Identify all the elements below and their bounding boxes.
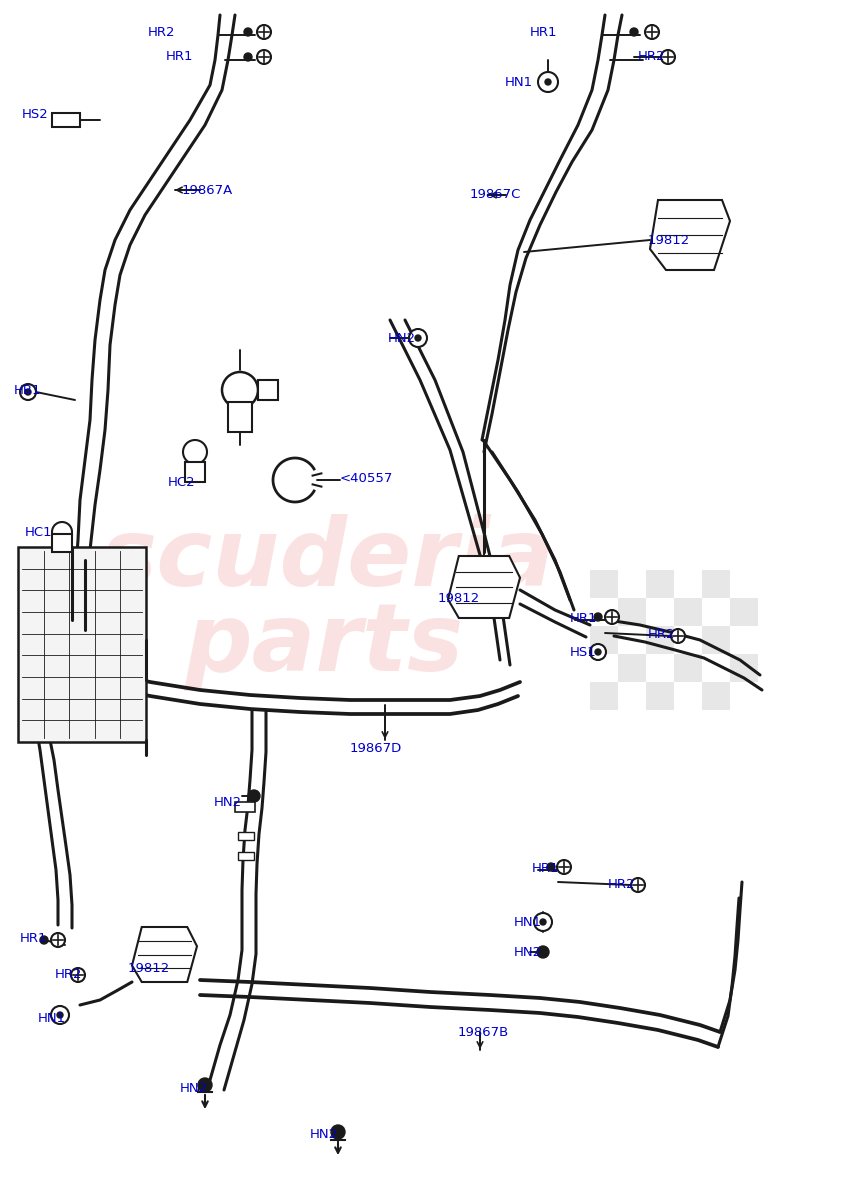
Text: HC2: HC2 — [168, 475, 195, 488]
Text: parts: parts — [185, 599, 464, 691]
Text: HR2: HR2 — [55, 968, 83, 982]
Bar — [590, 682, 618, 710]
Circle shape — [547, 863, 555, 871]
Text: HN2: HN2 — [310, 1128, 338, 1141]
Text: 19812: 19812 — [648, 234, 691, 246]
Bar — [235, 802, 255, 812]
Circle shape — [52, 522, 72, 542]
Text: HS2: HS2 — [22, 108, 49, 121]
Circle shape — [557, 860, 571, 874]
Text: HR2: HR2 — [648, 628, 676, 641]
Text: HR1: HR1 — [20, 931, 47, 944]
Circle shape — [409, 329, 427, 347]
Text: HR2: HR2 — [638, 50, 666, 64]
Circle shape — [630, 28, 638, 36]
Bar — [646, 682, 674, 710]
Bar — [618, 654, 646, 682]
Bar — [238, 832, 254, 840]
Circle shape — [534, 913, 552, 931]
Circle shape — [183, 440, 207, 464]
Bar — [52, 113, 80, 127]
Text: HN1: HN1 — [505, 76, 533, 89]
Text: HN1: HN1 — [38, 1012, 66, 1025]
Bar — [702, 570, 730, 598]
Circle shape — [545, 79, 551, 85]
Bar — [730, 654, 758, 682]
Circle shape — [57, 1012, 63, 1018]
Bar — [702, 626, 730, 654]
Bar — [228, 402, 252, 432]
Bar — [258, 380, 278, 400]
Circle shape — [537, 946, 549, 958]
Circle shape — [20, 384, 36, 400]
Circle shape — [594, 613, 602, 622]
Circle shape — [671, 629, 685, 643]
Text: HN2: HN2 — [514, 946, 542, 959]
Circle shape — [257, 25, 271, 38]
Polygon shape — [650, 200, 730, 270]
Circle shape — [590, 644, 606, 660]
Text: 19812: 19812 — [438, 592, 480, 605]
Bar — [674, 598, 702, 626]
Bar — [52, 534, 72, 552]
Circle shape — [645, 25, 659, 38]
Text: HN1: HN1 — [514, 916, 542, 929]
Circle shape — [258, 380, 278, 400]
Circle shape — [244, 28, 252, 36]
Text: HN2: HN2 — [180, 1081, 208, 1094]
Text: HR1: HR1 — [166, 50, 194, 64]
Bar — [730, 598, 758, 626]
Circle shape — [40, 936, 48, 944]
Circle shape — [51, 1006, 69, 1024]
Text: HR1: HR1 — [570, 612, 598, 624]
Text: HR1: HR1 — [532, 862, 560, 875]
Circle shape — [248, 790, 260, 802]
Circle shape — [415, 335, 421, 341]
Polygon shape — [448, 556, 520, 618]
Bar — [18, 547, 146, 742]
Circle shape — [25, 389, 31, 395]
Bar — [702, 682, 730, 710]
Circle shape — [51, 934, 65, 947]
Circle shape — [631, 878, 645, 892]
Bar — [646, 570, 674, 598]
Text: HC1: HC1 — [25, 526, 53, 539]
Circle shape — [331, 1126, 345, 1139]
Bar — [590, 570, 618, 598]
Bar — [238, 852, 254, 860]
Text: 19867A: 19867A — [182, 184, 233, 197]
Text: HB1: HB1 — [14, 384, 41, 396]
Text: HR2: HR2 — [148, 25, 176, 38]
Bar — [590, 626, 618, 654]
Circle shape — [661, 50, 675, 64]
Text: scuderia: scuderia — [100, 514, 554, 606]
Text: 19867C: 19867C — [470, 188, 522, 202]
Text: 19812: 19812 — [128, 961, 170, 974]
Circle shape — [605, 610, 619, 624]
Circle shape — [244, 53, 252, 61]
Text: HR1: HR1 — [530, 25, 558, 38]
Circle shape — [198, 1078, 212, 1092]
Bar — [618, 598, 646, 626]
Bar — [674, 654, 702, 682]
Text: <40557: <40557 — [340, 472, 393, 485]
Circle shape — [540, 919, 546, 925]
Text: HR2: HR2 — [608, 878, 635, 892]
Bar — [185, 462, 205, 482]
Circle shape — [595, 649, 601, 655]
Polygon shape — [132, 926, 197, 982]
Text: 19867B: 19867B — [458, 1026, 509, 1038]
Circle shape — [71, 968, 85, 982]
Text: HN2: HN2 — [214, 796, 242, 809]
Text: HS1: HS1 — [570, 646, 597, 659]
Text: HN2: HN2 — [388, 331, 416, 344]
Text: 19867D: 19867D — [350, 742, 402, 755]
Bar — [646, 626, 674, 654]
Circle shape — [257, 50, 271, 64]
Circle shape — [538, 72, 558, 92]
Circle shape — [222, 372, 258, 408]
